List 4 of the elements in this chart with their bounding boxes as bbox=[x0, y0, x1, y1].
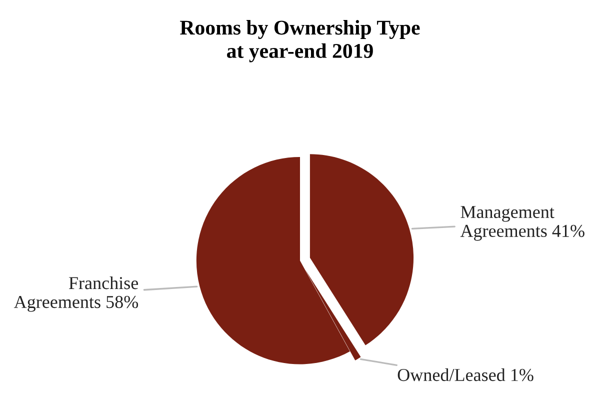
slice-label: Franchise Agreements 58% bbox=[14, 276, 138, 312]
chart-title: Rooms by Ownership Type at year-end 2019 bbox=[180, 20, 420, 62]
slice-label: Owned/Leased 1% bbox=[398, 368, 534, 382]
slice-label: Management Agreements 41% bbox=[460, 206, 584, 241]
